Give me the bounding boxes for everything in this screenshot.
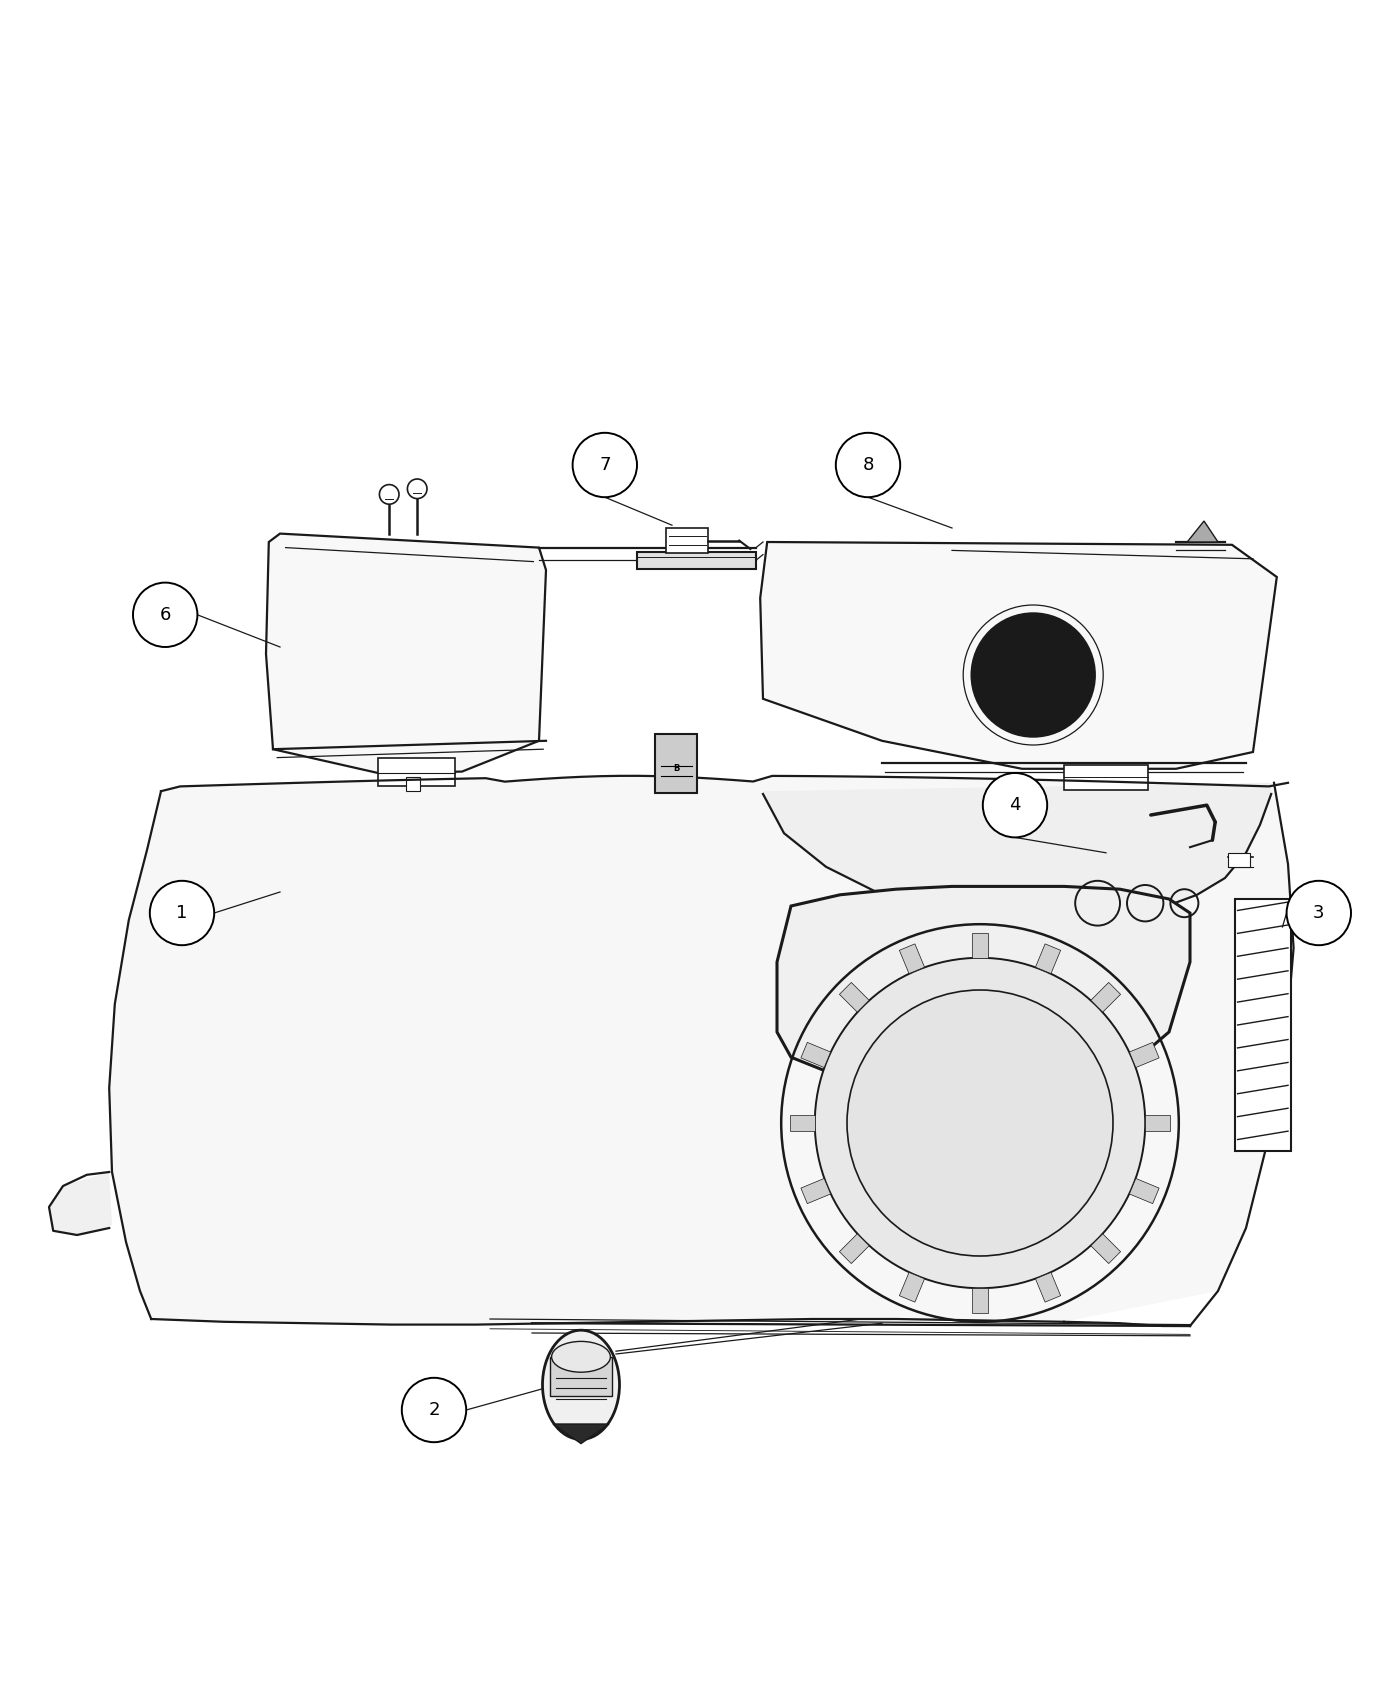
Circle shape bbox=[1287, 881, 1351, 945]
Circle shape bbox=[836, 434, 900, 496]
Polygon shape bbox=[840, 983, 869, 1011]
Circle shape bbox=[150, 881, 214, 945]
Polygon shape bbox=[790, 1115, 815, 1132]
Polygon shape bbox=[49, 1171, 112, 1234]
Circle shape bbox=[983, 774, 1047, 838]
Text: 8: 8 bbox=[862, 456, 874, 474]
Text: B: B bbox=[673, 765, 679, 774]
Bar bbox=[637, 552, 756, 568]
Text: 2: 2 bbox=[428, 1401, 440, 1420]
Text: 3: 3 bbox=[1313, 904, 1324, 921]
Text: 1: 1 bbox=[176, 904, 188, 921]
Polygon shape bbox=[972, 1289, 988, 1314]
Polygon shape bbox=[899, 944, 924, 974]
Bar bbox=[378, 758, 455, 785]
Polygon shape bbox=[840, 1234, 869, 1263]
Bar bbox=[666, 529, 708, 553]
Polygon shape bbox=[1130, 1042, 1159, 1068]
Circle shape bbox=[402, 1377, 466, 1442]
Polygon shape bbox=[109, 775, 1294, 1324]
FancyBboxPatch shape bbox=[655, 734, 697, 792]
Text: 7: 7 bbox=[599, 456, 610, 474]
Ellipse shape bbox=[552, 1341, 610, 1372]
Polygon shape bbox=[1130, 1178, 1159, 1204]
Polygon shape bbox=[553, 1425, 609, 1443]
Circle shape bbox=[379, 484, 399, 505]
Polygon shape bbox=[1187, 520, 1218, 542]
Polygon shape bbox=[763, 782, 1271, 920]
Circle shape bbox=[815, 957, 1145, 1289]
Text: 4: 4 bbox=[1009, 796, 1021, 814]
Polygon shape bbox=[1036, 1272, 1061, 1302]
Polygon shape bbox=[1036, 944, 1061, 974]
Text: 6: 6 bbox=[160, 605, 171, 624]
Polygon shape bbox=[1091, 983, 1120, 1011]
Polygon shape bbox=[801, 1042, 830, 1068]
Circle shape bbox=[573, 434, 637, 496]
Circle shape bbox=[407, 479, 427, 498]
Polygon shape bbox=[266, 534, 546, 774]
Circle shape bbox=[847, 989, 1113, 1256]
Circle shape bbox=[133, 583, 197, 648]
Polygon shape bbox=[801, 1178, 830, 1204]
Bar bbox=[1228, 853, 1250, 867]
Polygon shape bbox=[1091, 1234, 1120, 1263]
Polygon shape bbox=[777, 886, 1190, 1095]
Bar bbox=[550, 1357, 612, 1396]
Bar bbox=[1064, 765, 1148, 790]
Bar bbox=[406, 777, 420, 790]
Polygon shape bbox=[760, 542, 1277, 768]
Polygon shape bbox=[1145, 1115, 1170, 1132]
Ellipse shape bbox=[543, 1329, 619, 1440]
Bar bbox=[1235, 899, 1291, 1151]
Circle shape bbox=[972, 614, 1095, 736]
Polygon shape bbox=[899, 1272, 924, 1302]
Polygon shape bbox=[972, 933, 988, 957]
